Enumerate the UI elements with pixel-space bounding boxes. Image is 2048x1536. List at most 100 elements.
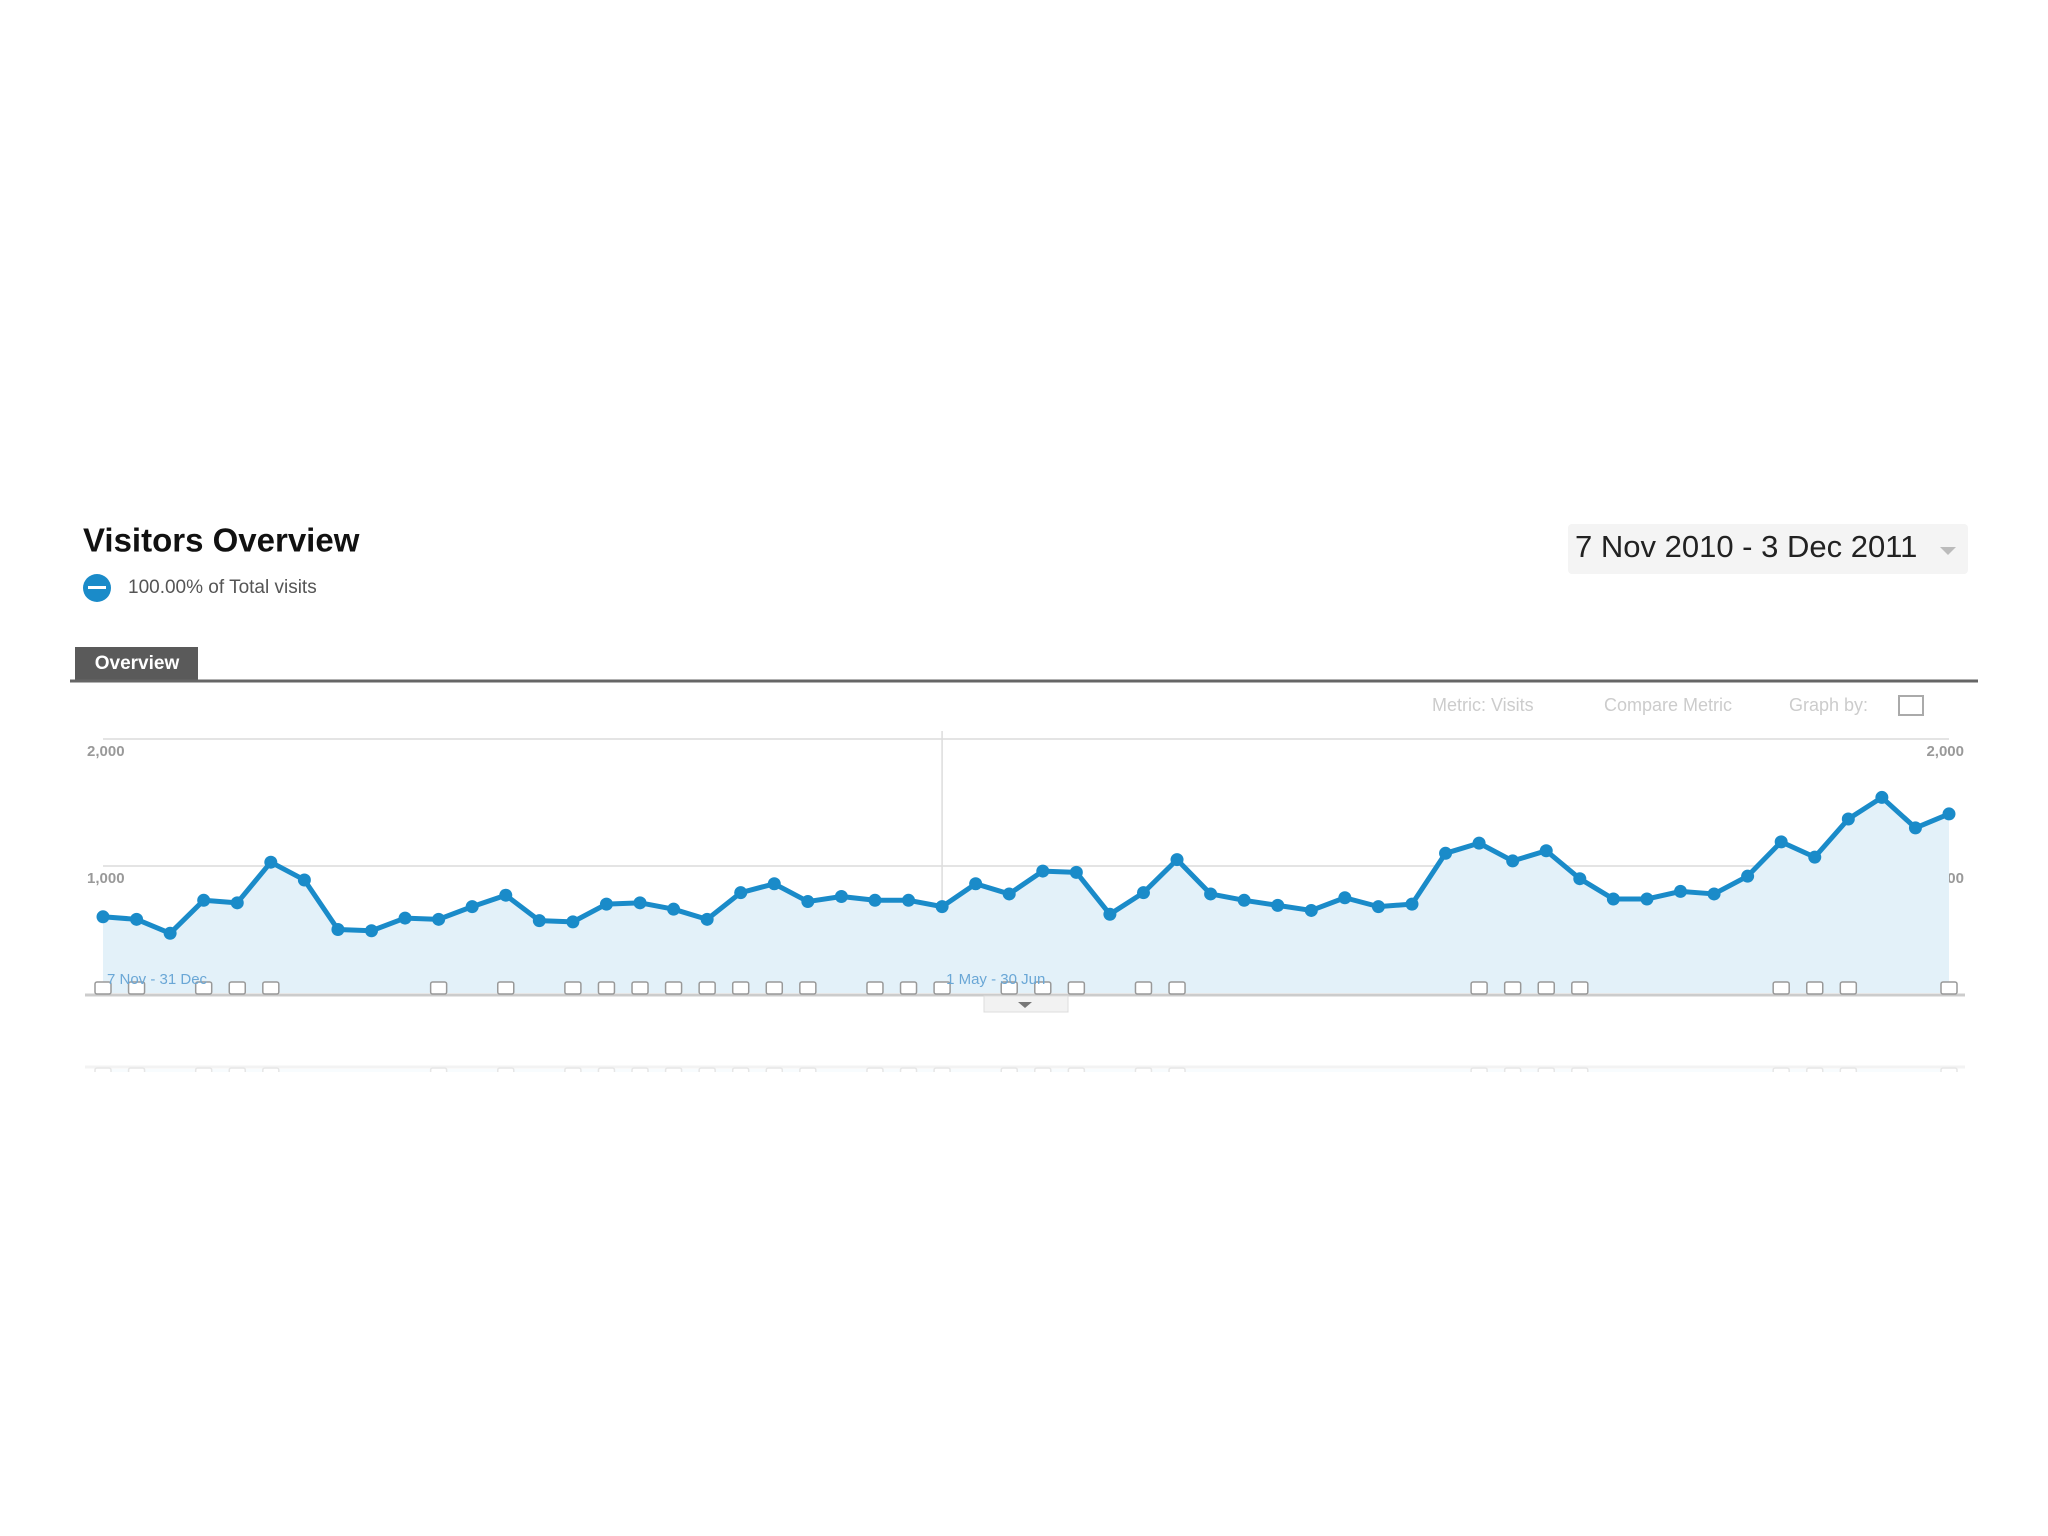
metric-selector[interactable]: Metric: Visits (1432, 695, 1534, 715)
annotation-icon (228, 981, 247, 995)
point (566, 915, 580, 929)
tab-label[interactable]: Overview (95, 653, 180, 674)
annotation-icon (1168, 981, 1186, 995)
point (1439, 846, 1453, 860)
point (767, 877, 781, 891)
point (599, 897, 613, 911)
y-tick-label: 2,000 (87, 743, 125, 760)
point (1036, 864, 1050, 878)
point (1506, 854, 1520, 868)
annotation-icon (1067, 981, 1086, 995)
annotation-icon (94, 981, 112, 995)
point (499, 888, 513, 902)
dropdown-arrow[interactable] (1940, 547, 1956, 555)
point (935, 900, 949, 914)
annotation-icon (731, 981, 750, 995)
point (1908, 821, 1922, 835)
annotation-icon (564, 981, 582, 995)
annotation-icon (194, 981, 213, 995)
point (834, 889, 848, 903)
point (1136, 886, 1150, 900)
annotation-icon (933, 981, 951, 995)
annotation-icon (866, 981, 884, 995)
point (1271, 898, 1285, 912)
annotation-icon (597, 981, 616, 995)
annotation-icon (497, 981, 515, 995)
point (801, 895, 815, 909)
point (297, 873, 311, 887)
point (465, 900, 479, 914)
point (1808, 850, 1822, 864)
y-tick-label: 1,000 (87, 870, 125, 887)
point (1170, 853, 1184, 867)
point (264, 855, 278, 869)
point (1673, 884, 1687, 898)
annotation-icon (1839, 981, 1858, 995)
annotation-icon (1134, 981, 1153, 995)
point (1573, 872, 1587, 886)
point (1103, 907, 1117, 921)
point (1338, 891, 1352, 905)
point (1304, 903, 1318, 917)
point (1539, 844, 1553, 858)
point (130, 912, 144, 926)
annotation-icon (799, 981, 817, 995)
area (103, 797, 1949, 993)
point (1841, 812, 1855, 826)
point (197, 893, 211, 907)
annotation-icon (631, 981, 649, 995)
point (532, 914, 546, 928)
annotation-icon (1537, 981, 1555, 995)
tab-active[interactable] (75, 647, 198, 680)
point (1606, 892, 1620, 906)
segment-icon-dash (88, 586, 106, 589)
annotation-icon (1805, 981, 1824, 995)
annotation-icon (1470, 981, 1488, 995)
point (633, 896, 647, 910)
date-range[interactable]: 7 Nov 2010 - 3 Dec 2011 (1575, 529, 1917, 564)
annotation-icon (127, 981, 146, 995)
reflection (85, 1067, 1965, 1331)
point (969, 877, 983, 891)
annotation-icon (899, 981, 918, 995)
point (1237, 893, 1251, 907)
annotation-label: 1 May - 30 Jun (946, 971, 1045, 988)
point (1942, 807, 1956, 821)
annotation-icon (765, 981, 784, 995)
point (700, 912, 714, 926)
graph-by-icon[interactable] (1898, 695, 1924, 716)
annotation-icon (262, 981, 280, 995)
point (1371, 900, 1385, 914)
annotation-label: 7 Nov - 31 Dec (107, 971, 208, 988)
compare-metric[interactable]: Compare Metric (1604, 695, 1732, 715)
point (1204, 887, 1218, 901)
point (734, 886, 748, 900)
annotation-icon (1940, 981, 1958, 995)
date-picker[interactable] (1568, 524, 1968, 574)
annotation-icon (1772, 981, 1790, 995)
segment-label: 100.00% of Total visits (128, 577, 317, 598)
graph-by[interactable]: Graph by: (1789, 695, 1868, 715)
annotation-icon (1503, 981, 1522, 995)
point (868, 893, 882, 907)
point (230, 896, 244, 910)
point (1069, 865, 1083, 879)
point (1405, 897, 1419, 911)
annotation-icon (1571, 981, 1589, 995)
collapse-arrow (1018, 1002, 1032, 1008)
point (331, 923, 345, 936)
annotation-icon (1034, 981, 1052, 995)
page-title: Visitors Overview (83, 522, 360, 559)
annotation-icon (429, 981, 448, 995)
point (432, 912, 446, 926)
point (163, 926, 177, 940)
annotation-icon (664, 981, 683, 995)
y2-tick-label: 2,000 (1926, 743, 1964, 760)
point (1472, 836, 1486, 850)
point (1002, 887, 1016, 901)
point (902, 893, 916, 907)
point (1875, 790, 1889, 804)
point (667, 902, 681, 916)
